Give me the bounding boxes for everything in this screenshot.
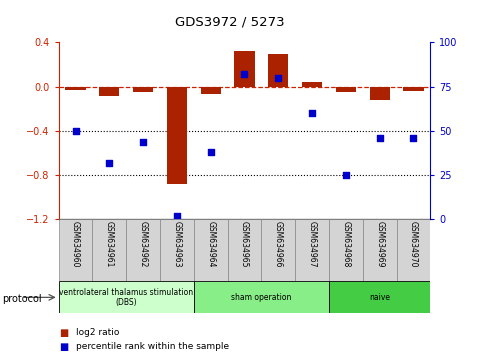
Text: GSM634961: GSM634961	[104, 221, 114, 268]
Text: GDS3972 / 5273: GDS3972 / 5273	[175, 16, 284, 29]
Bar	[328, 281, 429, 313]
Text: ■: ■	[59, 328, 68, 338]
Text: naive: naive	[368, 293, 389, 302]
Text: GSM634967: GSM634967	[307, 221, 316, 268]
Text: GSM634970: GSM634970	[408, 221, 417, 268]
Text: ■: ■	[59, 342, 68, 352]
Point	[375, 135, 383, 141]
Point	[173, 213, 181, 219]
Point	[206, 149, 214, 155]
Bar	[403, 87, 423, 91]
Text: protocol: protocol	[2, 294, 42, 304]
Text: GSM634968: GSM634968	[341, 221, 349, 268]
Bar	[126, 219, 160, 281]
Bar	[92, 219, 126, 281]
Bar	[295, 219, 328, 281]
Bar	[59, 219, 92, 281]
Bar	[227, 219, 261, 281]
Bar	[193, 219, 227, 281]
Point	[341, 172, 349, 178]
Text: log2 ratio: log2 ratio	[76, 328, 119, 337]
Bar	[65, 87, 85, 90]
Bar	[396, 219, 429, 281]
Bar	[200, 87, 221, 95]
Bar	[301, 82, 322, 87]
Bar	[369, 87, 389, 100]
Text: ventrolateral thalamus stimulation
(DBS): ventrolateral thalamus stimulation (DBS)	[59, 288, 193, 307]
Point	[240, 72, 248, 77]
Text: GSM634963: GSM634963	[172, 221, 181, 268]
Point	[274, 75, 282, 81]
Point	[408, 135, 416, 141]
Text: GSM634962: GSM634962	[139, 221, 147, 268]
Bar	[362, 219, 396, 281]
Text: GSM634966: GSM634966	[273, 221, 282, 268]
Bar	[133, 87, 153, 92]
Point	[105, 160, 113, 166]
Text: GSM634965: GSM634965	[240, 221, 248, 268]
Point	[72, 128, 80, 134]
Bar	[328, 219, 362, 281]
Bar	[234, 51, 254, 87]
Bar	[193, 281, 328, 313]
Point	[139, 139, 147, 144]
Bar	[59, 281, 193, 313]
Point	[307, 110, 315, 116]
Bar	[261, 219, 295, 281]
Text: GSM634960: GSM634960	[71, 221, 80, 268]
Text: GSM634969: GSM634969	[374, 221, 384, 268]
Text: percentile rank within the sample: percentile rank within the sample	[76, 342, 228, 352]
Bar	[160, 219, 193, 281]
Text: sham operation: sham operation	[231, 293, 291, 302]
Bar	[99, 87, 119, 96]
Text: GSM634964: GSM634964	[206, 221, 215, 268]
Bar	[166, 87, 187, 184]
Bar	[335, 87, 355, 92]
Bar	[267, 53, 288, 87]
